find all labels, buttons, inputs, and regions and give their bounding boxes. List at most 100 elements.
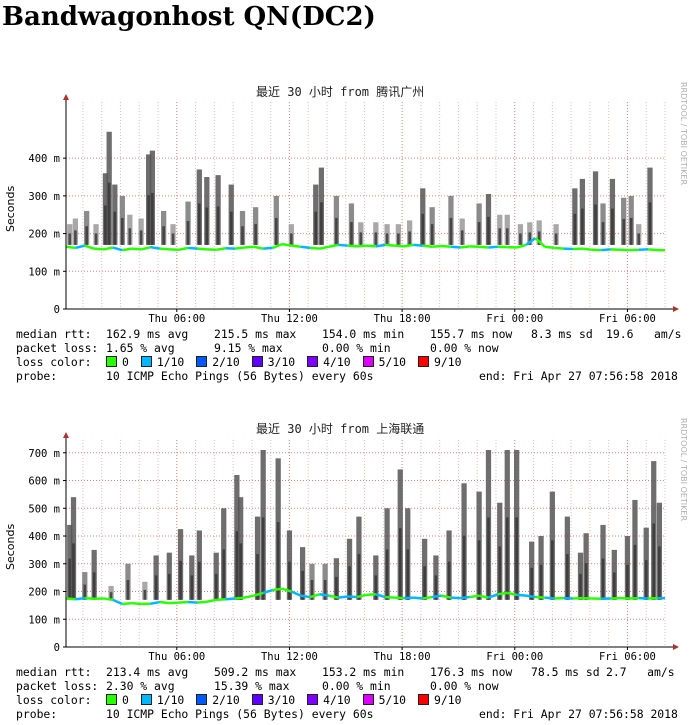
y-tick-label: 300 m — [28, 559, 60, 571]
probe-description: 10 ICMP Echo Pings (56 Bytes) every 60s — [106, 369, 374, 383]
smoke-core — [566, 554, 569, 600]
smoke-core — [622, 218, 626, 245]
median-segment — [244, 594, 255, 599]
legend-item: 3/10 — [251, 355, 295, 369]
smoke-core — [186, 221, 190, 245]
smoke-core — [85, 226, 88, 245]
smoke-core — [143, 589, 147, 600]
loss-max: 15.39 % max — [214, 679, 290, 693]
loss-color-label: loss color: — [16, 693, 92, 707]
median-segment — [150, 600, 161, 605]
x-tick-label: Thu 12:00 — [261, 313, 318, 325]
loss-color-row: loss color: 0 1/10 2/10 3/10 4/10 5/10 9/10 — [16, 693, 675, 707]
median-segment — [544, 245, 555, 250]
y-tick-label: 700 m — [28, 448, 60, 460]
median-segment — [460, 245, 470, 249]
median-segment — [525, 237, 537, 246]
legend-label: 5/10 — [378, 355, 407, 369]
smoke-core — [198, 203, 201, 245]
smoke-core — [126, 579, 130, 600]
median-segment — [394, 244, 405, 248]
rtt-now: 176.3 ms now — [430, 665, 513, 679]
legend-item: 1/10 — [140, 693, 184, 707]
loss-legend: 0 1/10 2/10 3/10 4/10 5/10 9/10 — [106, 693, 473, 707]
legend-swatch — [418, 356, 430, 367]
smoke-core — [462, 535, 466, 600]
median-segment — [178, 600, 189, 604]
x-tick-label: Fri 06:00 — [599, 313, 656, 325]
median-segment — [328, 243, 339, 249]
smoke-core — [310, 579, 314, 600]
median-segment — [432, 244, 442, 249]
legend-item: 9/10 — [418, 693, 461, 707]
median-segment — [394, 596, 405, 600]
smoke-core — [154, 575, 158, 600]
median-segment — [525, 594, 536, 599]
median-segment — [75, 244, 86, 250]
y-tick-label: 400 m — [28, 531, 60, 543]
median-segment — [319, 593, 330, 597]
median-segment — [534, 237, 546, 248]
probe-label: probe: — [16, 369, 58, 383]
median-segment — [385, 243, 395, 247]
x-tick-label: Thu 18:00 — [374, 313, 431, 325]
probe-label: probe: — [16, 707, 58, 721]
legend-label: 9/10 — [434, 355, 462, 369]
smoke-core — [335, 217, 338, 245]
loss-min: 0.00 % min — [322, 679, 391, 693]
legend-label: 0 — [122, 355, 129, 369]
smoke-core — [551, 540, 554, 600]
legend-swatch — [140, 356, 152, 367]
median-segment — [544, 596, 555, 600]
loss-avg: 2.30 % avg — [106, 679, 175, 693]
median-segment — [150, 245, 161, 250]
legend-swatch — [196, 356, 208, 367]
median-segment — [338, 595, 348, 599]
page-title: Bandwagonhost QN(DC2) — [2, 2, 376, 32]
median-segment — [281, 242, 292, 247]
smoke-core — [323, 579, 327, 600]
y-tick-label: 100 m — [28, 614, 60, 626]
median-segment — [140, 245, 151, 251]
median-segment — [281, 587, 292, 593]
median-segment — [366, 244, 376, 248]
legend-label: 2/10 — [212, 355, 240, 369]
smoke-core — [147, 195, 150, 245]
smoke-core — [320, 202, 323, 245]
smoke-core — [190, 575, 194, 600]
rtt-avg: 213.4 ms avg — [106, 665, 189, 679]
smoke-core — [74, 230, 77, 245]
median-segment — [422, 595, 433, 600]
loss-color-row: loss color: 0 1/10 2/10 3/10 4/10 5/10 9/10 — [16, 355, 681, 369]
packet-loss-label: packet loss: — [16, 341, 99, 355]
loss-color-label: loss color: — [16, 355, 92, 369]
legend-item: 1/10 — [140, 355, 185, 369]
smoke-core — [162, 226, 165, 245]
rtt-min: 153.2 ms min — [322, 665, 405, 679]
rtt-now: 155.7 ms now — [430, 327, 513, 341]
rtt-sd: 8.3 ms sd — [531, 327, 593, 341]
legend-swatch — [307, 356, 319, 367]
median-label: median rtt: — [16, 665, 92, 679]
smoke-core — [447, 561, 451, 600]
smoke-core — [151, 193, 154, 245]
legend-swatch — [106, 694, 117, 705]
median-segment — [159, 247, 170, 251]
packet-loss-row: packet loss: 1.65 % avg 9.15 % max 0.00 % m… — [16, 341, 681, 355]
y-tick-label: 0 — [54, 642, 60, 654]
probe-row: probe: 10 ICMP Echo Pings (56 Bytes) ever… — [16, 369, 681, 383]
median-segment — [112, 598, 123, 606]
y-tick-label: 0 — [54, 304, 60, 316]
legend-swatch — [362, 356, 374, 367]
median-segment — [65, 245, 76, 250]
smoke-core — [408, 231, 411, 245]
median-segment — [131, 247, 142, 251]
legend-label: 1/10 — [156, 355, 185, 369]
rtt-max: 215.5 ms max — [214, 327, 297, 341]
legend-label: 0 — [122, 693, 129, 707]
chart-plot-area: 0 100 m 200 m 300 m 400 m 500 m 600 m 700 m Thu … — [28, 432, 679, 663]
smoke-core — [241, 226, 244, 245]
median-segment — [206, 598, 217, 603]
median-segment — [94, 247, 104, 251]
median-segment — [272, 242, 283, 250]
